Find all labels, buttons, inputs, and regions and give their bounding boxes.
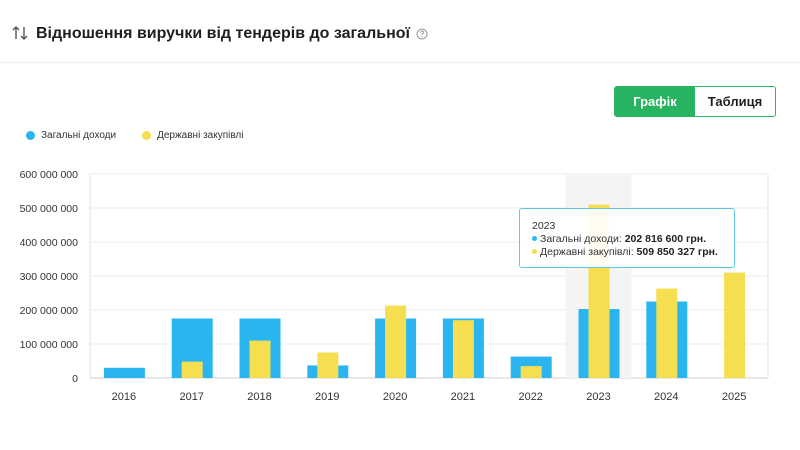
sort-arrows-icon[interactable]: [11, 24, 29, 42]
bar-procurement: [317, 352, 339, 378]
tooltip-label-procurement: Державні закупівлі:: [540, 246, 637, 258]
x-tick-label: 2021: [451, 391, 475, 403]
y-tick-label: 600 000 000: [20, 169, 79, 181]
legend-label-procurement: Державні закупівлі: [157, 130, 244, 141]
x-tick-label: 2019: [315, 391, 339, 403]
bar-chart: 0 100 000 000 200 000 000 300 000 000 400 00…: [20, 169, 769, 403]
tooltip-year: 2023: [532, 220, 556, 232]
bar-procurement: [385, 305, 407, 378]
bar-procurement: [249, 340, 271, 378]
table-view-button[interactable]: Таблиця: [695, 87, 775, 116]
y-tick-label: 400 000 000: [20, 237, 79, 249]
bar-total-income: [103, 367, 145, 378]
legend-label-total-income: Загальні доходи: [41, 130, 117, 141]
y-tick-label: 300 000 000: [20, 271, 79, 283]
view-toggle: Графік Таблиця: [614, 86, 776, 117]
x-tick-label: 2024: [654, 391, 678, 403]
tooltip-label-total-income: Загальні доходи:: [540, 233, 625, 245]
y-tick-label: 100 000 000: [20, 339, 79, 351]
bar-procurement: [656, 288, 678, 378]
x-tick-label: 2017: [179, 391, 203, 403]
x-tick-label: 2018: [247, 391, 271, 403]
y-tick-label: 500 000 000: [20, 203, 79, 215]
y-tick-label: 200 000 000: [20, 305, 79, 317]
legend-swatch-procurement: [142, 131, 152, 140]
chart-header: Відношення виручки від тендерів до загал…: [0, 0, 800, 63]
bar-procurement: [452, 320, 474, 378]
y-tick-label: 0: [72, 373, 78, 385]
legend-swatch-total-income: [26, 131, 35, 140]
legend-item-procurement[interactable]: Державні закупівлі: [142, 130, 244, 141]
chart-legend: Загальні доходи Державні закупівлі: [26, 130, 270, 141]
chart-view-button[interactable]: Графік: [615, 87, 695, 116]
x-tick-label: 2023: [586, 391, 610, 403]
tooltip-value-procurement: 509 850 327 грн.: [636, 246, 718, 258]
x-tick-label: 2020: [383, 391, 407, 403]
question-circle-icon[interactable]: [416, 28, 428, 40]
bar-procurement: [520, 366, 542, 378]
x-tick-label: 2025: [722, 391, 746, 403]
bar-procurement: [724, 272, 746, 378]
chart-tooltip: 2023 Загальні доходи: 202 816 600 грн. Д…: [519, 208, 735, 268]
bar-procurement: [181, 361, 203, 378]
legend-item-total-income[interactable]: Загальні доходи: [26, 130, 116, 141]
x-tick-label: 2016: [112, 391, 136, 403]
tooltip-row-total-income: Загальні доходи: 202 816 600 грн.: [532, 233, 734, 246]
x-tick-label: 2022: [518, 391, 542, 403]
tooltip-value-total-income: 202 816 600 грн.: [624, 233, 707, 245]
chart-title: Відношення виручки від тендерів до загал…: [36, 25, 410, 42]
tooltip-row-procurement: Державні закупівлі: 509 850 327 грн.: [532, 246, 734, 259]
